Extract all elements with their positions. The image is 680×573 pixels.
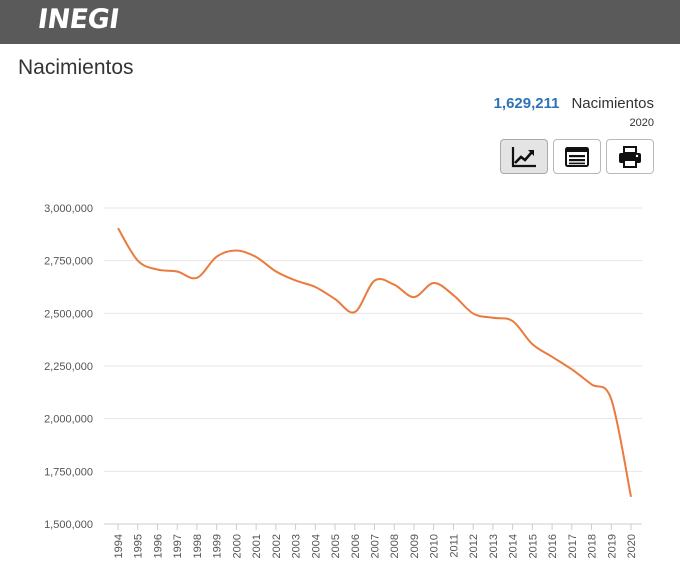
x-tick-label: 2015	[527, 534, 539, 558]
x-tick-label: 2014	[508, 534, 520, 558]
x-axis: 1994 1995 1996 1997 1998 1999 2000 2001 2002 2003…	[113, 524, 638, 558]
inegi-logo[interactable]: INEGI	[35, 4, 121, 35]
y-tick-label: 2,250,000	[44, 361, 93, 373]
x-tick-label: 2004	[310, 534, 322, 558]
line-chart-icon	[511, 146, 536, 167]
x-tick-label: 2007	[370, 534, 382, 558]
print-button[interactable]	[606, 139, 654, 174]
header-bar: INEGI	[0, 0, 680, 44]
table-view-button[interactable]	[553, 139, 601, 174]
x-tick-label: 2010	[429, 534, 441, 558]
x-tick-label: 2013	[488, 534, 500, 558]
x-tick-label: 2006	[350, 534, 362, 558]
x-tick-label: 2017	[567, 534, 579, 558]
chart-view-button[interactable]	[500, 139, 548, 174]
births-line-chart: 1,500,000 1,750,000 2,000,000 2,250,000 2,50…	[44, 203, 642, 558]
y-tick-label: 2,750,000	[44, 256, 93, 268]
x-tick-label: 2002	[271, 534, 283, 558]
x-tick-label: 2008	[389, 534, 401, 558]
x-tick-label: 2005	[330, 534, 342, 558]
summary-label: Nacimientos	[571, 95, 654, 112]
x-tick-label: 1997	[172, 534, 184, 558]
x-tick-label: 2011	[448, 534, 460, 558]
x-tick-label: 1994	[113, 534, 125, 558]
summary-value: 1,629,211	[493, 95, 560, 112]
y-tick-label: 2,000,000	[44, 414, 93, 426]
print-icon	[619, 145, 641, 168]
y-tick-label: 1,500,000	[44, 519, 93, 531]
page-title: Nacimientos	[18, 56, 134, 79]
y-tick-label: 2,500,000	[44, 308, 93, 320]
y-axis-ticks: 1,500,000 1,750,000 2,000,000 2,250,000 2,50…	[44, 203, 93, 531]
x-tick-label: 2003	[291, 534, 303, 558]
x-tick-label: 2018	[587, 534, 599, 558]
table-icon	[565, 146, 589, 167]
x-tick-label: 2016	[547, 534, 559, 558]
summary-stat: 1,629,211 Nacimientos	[494, 95, 654, 112]
y-tick-label: 1,750,000	[44, 466, 93, 478]
x-tick-label: 2009	[409, 534, 421, 558]
x-tick-label: 2001	[251, 534, 263, 558]
summary-year: 2020	[629, 117, 654, 129]
y-tick-label: 3,000,000	[44, 203, 93, 215]
x-tick-label: 2019	[606, 534, 618, 558]
grid-lines	[104, 207, 642, 525]
x-tick-label: 2000	[231, 534, 243, 558]
x-tick-label: 2012	[468, 534, 480, 558]
x-tick-label: 1999	[212, 534, 224, 558]
x-tick-label: 2020	[626, 534, 638, 558]
x-tick-label: 1996	[152, 534, 164, 558]
x-tick-label: 1998	[192, 534, 204, 558]
x-tick-label: 1995	[133, 534, 145, 558]
series-line	[117, 227, 632, 497]
